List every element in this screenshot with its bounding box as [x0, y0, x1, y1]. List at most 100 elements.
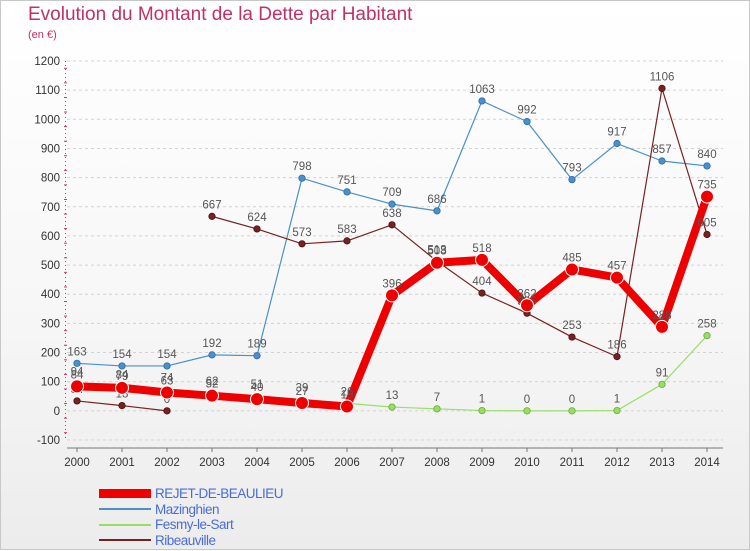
data-point: [118, 401, 126, 410]
data-label: 485: [562, 252, 581, 264]
data-point: [385, 288, 399, 303]
x-tick-label: 2013: [649, 457, 675, 469]
legend: REJET-DE-BEAULIEU Mazinghien Fesmy-le-Sart…: [99, 486, 284, 549]
legend-label: Ribeauville: [155, 532, 216, 548]
data-label: 253: [562, 320, 581, 332]
data-label: 0: [524, 394, 530, 406]
data-point: [703, 332, 711, 340]
data-label: 51: [251, 379, 264, 391]
x-tick-label: 2008: [424, 457, 450, 469]
data-label: 7: [434, 392, 440, 404]
data-label: 13: [386, 390, 399, 402]
chart-title: Evolution du Montant de la Dette par Hab…: [28, 4, 413, 25]
data-point: [610, 270, 624, 285]
data-point: [658, 380, 666, 388]
data-point: [568, 176, 576, 184]
data-label: 751: [337, 175, 356, 187]
y-tick-label: 300: [41, 318, 60, 330]
data-point: [340, 399, 354, 414]
data-label: 189: [247, 339, 266, 351]
data-point: [703, 162, 711, 170]
data-point: [478, 406, 486, 415]
data-label: 573: [292, 227, 311, 239]
data-label: 63: [161, 375, 174, 387]
data-point: [73, 397, 81, 405]
data-label: 40: [251, 382, 264, 394]
data-point: [208, 351, 216, 359]
x-tick-label: 2009: [469, 457, 495, 469]
data-label: 26: [341, 386, 354, 398]
data-point: [430, 255, 444, 270]
chart-unit: (en €): [28, 29, 57, 41]
legend-item: Fesmy-le-Sart: [99, 517, 283, 533]
data-point: [523, 407, 531, 415]
legend-label: Mazinghien: [155, 501, 220, 517]
data-point: [520, 298, 534, 313]
data-point: [565, 262, 579, 277]
data-point: [253, 352, 261, 360]
y-tick-label: 500: [41, 260, 60, 272]
data-point: [703, 230, 711, 239]
data-label: 91: [656, 367, 669, 379]
data-point: [73, 359, 81, 367]
x-tick-label: 2000: [64, 457, 90, 469]
y-tick-label: 1100: [35, 85, 60, 97]
data-label: 1: [479, 394, 485, 406]
data-label: 508: [427, 246, 446, 258]
data-label: 1: [614, 394, 620, 406]
data-label: 686: [427, 194, 446, 206]
data-point: [478, 289, 486, 297]
data-point: [568, 407, 576, 415]
data-label: 84: [116, 369, 129, 381]
x-tick-label: 2003: [199, 457, 225, 469]
data-label: 518: [472, 243, 491, 255]
data-point: [115, 380, 129, 395]
data-point: [523, 118, 531, 126]
data-label: 583: [337, 224, 356, 236]
data-point: [613, 353, 621, 361]
data-label: 39: [296, 382, 309, 394]
data-label: 857: [652, 144, 671, 156]
data-label: 62: [206, 376, 219, 388]
data-label: 1063: [469, 84, 495, 96]
x-tick-label: 2012: [604, 457, 630, 469]
x-tick-label: 2006: [334, 457, 360, 469]
data-point: [118, 362, 126, 370]
legend-label: Fesmy-le-Sart: [155, 517, 234, 533]
y-tick-label: 200: [41, 348, 60, 360]
legend-swatch: [99, 535, 151, 545]
data-point: [433, 207, 441, 215]
data-point: [388, 403, 396, 411]
data-label: 917: [607, 127, 626, 139]
data-point: [70, 379, 84, 394]
x-tick-label: 2010: [514, 457, 540, 469]
data-point: [388, 200, 396, 208]
data-label: 798: [292, 161, 311, 173]
legend-label: REJET-DE-BEAULIEU: [155, 486, 284, 502]
series-line-ribeauville: [211, 87, 708, 358]
data-point: [478, 97, 486, 105]
y-tick-label: 1000: [34, 114, 60, 126]
data-point: [205, 388, 219, 403]
data-point: [253, 225, 261, 233]
data-label: 0: [569, 394, 575, 406]
data-label: 513: [427, 244, 446, 256]
data-point: [160, 385, 174, 400]
data-point: [343, 188, 351, 196]
y-tick-label: 0: [54, 406, 60, 418]
legend-item: Ribeauville: [99, 533, 283, 549]
data-label: 258: [697, 319, 716, 331]
data-label: 74: [161, 372, 174, 384]
data-label: 605: [697, 217, 716, 229]
data-point: [250, 392, 264, 407]
y-tick-label: 400: [41, 289, 60, 301]
data-label: 793: [562, 163, 581, 175]
data-label: 163: [67, 346, 86, 358]
data-point: [298, 174, 306, 182]
data-label: 288: [652, 310, 671, 322]
data-point: [613, 406, 621, 415]
x-tick-label: 2002: [154, 457, 180, 469]
y-tick-label: 700: [41, 202, 60, 214]
x-tick-label: 2004: [244, 457, 270, 469]
